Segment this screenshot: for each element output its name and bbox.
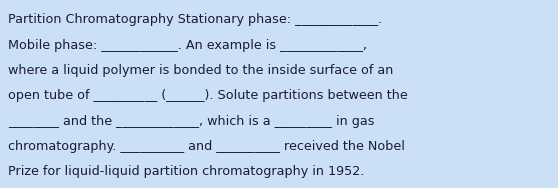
Text: Partition Chromatography Stationary phase: _____________.: Partition Chromatography Stationary phas… (8, 13, 391, 26)
Text: Mobile phase: ____________. An example is _____________,: Mobile phase: ____________. An example i… (8, 39, 368, 52)
Text: open tube of __________ (______). Solute partitions between the: open tube of __________ (______). Solute… (8, 89, 408, 102)
Text: chromatography. __________ and __________ received the Nobel: chromatography. __________ and _________… (8, 140, 405, 153)
Text: Prize for liquid-liquid partition chromatography in 1952.: Prize for liquid-liquid partition chroma… (8, 165, 365, 178)
Text: where a liquid polymer is bonded to the inside surface of an: where a liquid polymer is bonded to the … (8, 64, 394, 77)
Text: ________ and the _____________, which is a _________ in gas: ________ and the _____________, which is… (8, 115, 375, 128)
